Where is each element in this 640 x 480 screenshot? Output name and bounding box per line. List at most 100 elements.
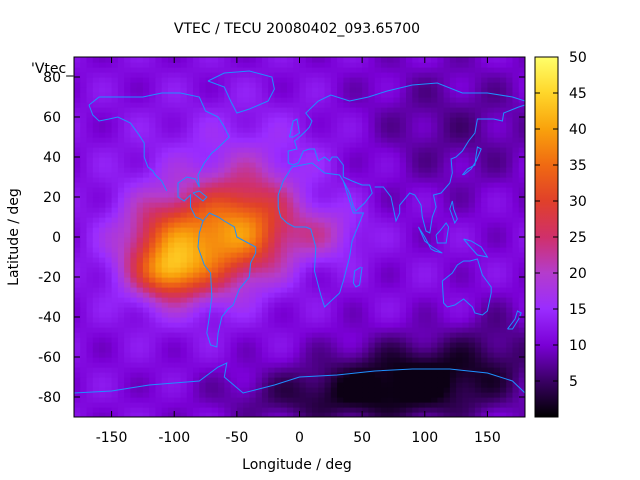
heat-cell <box>418 402 426 408</box>
heat-cell <box>199 342 207 348</box>
heat-cell <box>456 127 463 133</box>
heat-cell <box>124 67 131 73</box>
heat-cell <box>74 227 81 233</box>
heat-cell <box>481 307 489 313</box>
heat-cell <box>218 127 225 133</box>
heat-cell <box>124 327 131 333</box>
heat-cell <box>111 72 119 78</box>
heat-cell <box>180 177 188 183</box>
heat-cell <box>518 92 525 98</box>
heat-cell <box>374 192 382 198</box>
heat-cell <box>405 262 413 268</box>
heat-cell <box>393 262 401 268</box>
heat-cell <box>330 177 338 183</box>
heat-cell <box>261 232 269 238</box>
heat-cell <box>261 187 269 193</box>
heat-cell <box>443 367 451 373</box>
heat-cell <box>481 182 489 188</box>
heat-cell <box>167 132 175 138</box>
heat-cell <box>149 412 157 417</box>
heat-cell <box>443 247 451 253</box>
heat-cell <box>286 227 294 233</box>
heat-cell <box>305 377 313 383</box>
heat-cell <box>305 92 313 98</box>
heat-cell <box>487 157 495 163</box>
heat-cell <box>293 107 301 113</box>
heat-cell <box>518 162 525 168</box>
heat-cell <box>111 342 119 348</box>
heat-cell <box>418 172 426 178</box>
heat-cell <box>243 282 250 288</box>
heat-cell <box>324 347 332 353</box>
heat-cell <box>286 412 294 417</box>
heat-cell <box>437 172 445 178</box>
heat-cell <box>86 352 94 358</box>
heat-cell <box>218 67 225 73</box>
heat-cell <box>80 132 88 138</box>
heat-cell <box>105 277 113 283</box>
heat-cell <box>124 127 131 133</box>
heat-cell <box>418 262 426 268</box>
heat-cell <box>424 237 432 243</box>
heat-cell <box>506 107 514 113</box>
heat-cell <box>111 127 119 133</box>
heat-cell <box>324 137 332 143</box>
heat-cell <box>324 332 332 338</box>
heat-cell <box>268 182 276 188</box>
heat-cell <box>506 142 514 148</box>
heat-cell <box>399 127 407 133</box>
heat-cell <box>462 362 470 368</box>
heat-cell <box>218 157 225 163</box>
heat-cell <box>249 142 257 148</box>
heat-cell <box>155 67 163 73</box>
heat-cell <box>243 142 250 148</box>
heat-cell <box>318 342 326 348</box>
heat-cell <box>236 97 244 103</box>
heat-cell <box>499 157 507 163</box>
heat-cell <box>218 377 225 383</box>
heat-cell <box>474 97 482 103</box>
heat-cell <box>92 262 100 268</box>
heat-cell <box>318 227 326 233</box>
heat-cell <box>142 322 150 328</box>
heat-cell <box>355 292 363 298</box>
heat-cell <box>362 327 369 333</box>
heat-cell <box>437 182 445 188</box>
heat-cell <box>393 332 401 338</box>
heat-cell <box>506 157 514 163</box>
heat-cell <box>380 307 388 313</box>
heat-cell <box>462 197 470 203</box>
heat-cell <box>142 357 150 363</box>
heat-cell <box>424 312 432 318</box>
heat-cell <box>293 157 301 163</box>
heat-cell <box>481 197 489 203</box>
heat-cell <box>405 327 413 333</box>
heat-cell <box>468 97 476 103</box>
heat-cell <box>211 242 219 248</box>
heat-cell <box>305 192 313 198</box>
heat-cell <box>243 292 250 298</box>
heat-cell <box>456 307 463 313</box>
heat-cell <box>224 262 232 268</box>
heat-cell <box>349 407 357 413</box>
heat-cell <box>493 107 501 113</box>
heat-cell <box>474 207 482 213</box>
heat-cell <box>318 212 326 218</box>
heat-cell <box>117 207 125 213</box>
heat-cell <box>424 142 432 148</box>
heat-cell <box>487 372 495 378</box>
heat-cell <box>330 332 338 338</box>
heat-cell <box>155 162 163 168</box>
heat-cell <box>236 362 244 368</box>
heat-cell <box>368 377 376 383</box>
heat-cell <box>99 412 106 417</box>
heat-cell <box>305 347 313 353</box>
heat-cell <box>92 127 100 133</box>
heat-cell <box>243 267 250 273</box>
heat-cell <box>493 307 501 313</box>
heat-cell <box>437 112 445 118</box>
heat-cell <box>512 262 520 268</box>
heat-cell <box>368 277 376 283</box>
heat-cell <box>393 142 401 148</box>
heat-cell <box>117 102 125 108</box>
